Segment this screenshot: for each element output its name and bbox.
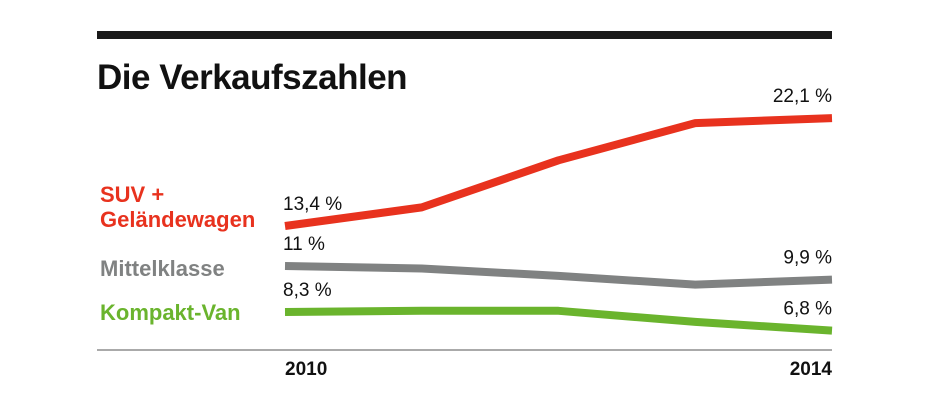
series-line-kompakt-van bbox=[284, 306, 833, 335]
series-line-mittelklasse bbox=[284, 262, 833, 289]
end-label-kompakt-van: 6,8 % bbox=[783, 299, 832, 320]
legend-suv: SUV + Geländewagen bbox=[100, 182, 255, 232]
chart-title: Die Verkaufszahlen bbox=[97, 58, 408, 97]
end-label-mittelklasse: 9,9 % bbox=[783, 248, 832, 269]
legend-kompakt-van: Kompakt-Van bbox=[100, 300, 241, 325]
start-label-suv: 13,4 % bbox=[283, 194, 342, 215]
start-label-mittelklasse: 11 % bbox=[283, 234, 325, 255]
legend-mittelklasse: Mittelklasse bbox=[100, 256, 225, 281]
tick-label-2010: 2010 bbox=[285, 359, 327, 380]
series-line-suv bbox=[284, 114, 833, 230]
tick-label-2014: 2014 bbox=[790, 359, 833, 380]
end-label-suv: 22,1 % bbox=[773, 86, 832, 107]
legend-suv-line2: Geländewagen bbox=[100, 207, 256, 232]
start-label-kompakt-van: 8,3 % bbox=[283, 280, 332, 301]
top-rule bbox=[97, 31, 832, 39]
legend-suv-line1: SUV + bbox=[100, 182, 165, 207]
